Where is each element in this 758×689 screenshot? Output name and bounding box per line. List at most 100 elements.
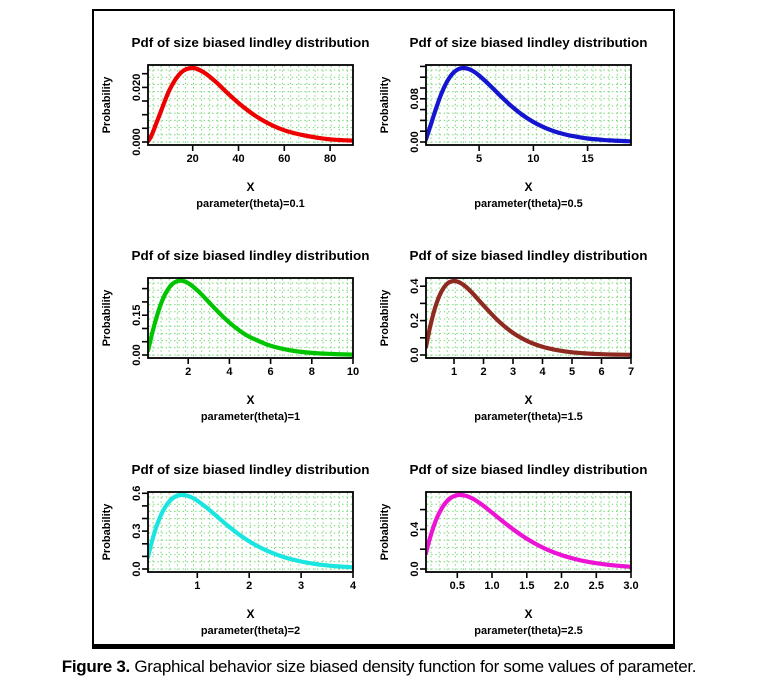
y-axis-ticks: 0.000 0.020 (131, 72, 148, 156)
svg-text:3.0: 3.0 (623, 580, 638, 592)
panel-border (425, 277, 632, 359)
x-axis-ticks: 1 2 3 4 5 6 7 (451, 359, 634, 378)
svg-text:0.4: 0.4 (409, 521, 421, 537)
subplot-svg: Pdf of size biased lindley distribution P… (101, 36, 370, 210)
density-curve (426, 65, 631, 144)
subplot-svg: Pdf of size biased lindley distribution P… (379, 463, 648, 637)
x-axis-ticks: 5 10 15 (476, 146, 594, 165)
panel-border (147, 491, 354, 573)
svg-text:0.0: 0.0 (409, 561, 421, 576)
x-axis-ticks: 0.5 1.0 1.5 2.0 2.5 3.0 (450, 573, 639, 592)
svg-text:0.0: 0.0 (131, 561, 143, 576)
subplot-svg: Pdf of size biased lindley distribution P… (379, 249, 648, 423)
y-axis-ticks: 0.0 0.2 0.4 (409, 278, 426, 363)
subplot-theta-2: Pdf of size biased lindley distribution P… (95, 452, 385, 652)
subplot-svg: Pdf of size biased lindley distribution P… (101, 463, 370, 637)
svg-text:0.0: 0.0 (409, 347, 421, 362)
y-axis-label: Probability (101, 289, 113, 347)
parameter-label: parameter(theta)=2.5 (474, 625, 583, 637)
svg-text:5: 5 (569, 366, 575, 378)
x-axis-ticks: 2 4 6 8 10 (185, 359, 359, 378)
plot-title: Pdf of size biased lindley distribution (410, 249, 648, 263)
plot-title: Pdf of size biased lindley distribution (410, 36, 648, 50)
plot-title: Pdf of size biased lindley distribution (132, 463, 370, 477)
y-axis-ticks: 0.0 0.3 0.6 (131, 486, 148, 577)
y-axis-label: Probability (101, 503, 113, 561)
parameter-label: parameter(theta)=2 (201, 625, 300, 637)
subplot-theta-1.5: Pdf of size biased lindley distribution P… (373, 238, 663, 438)
caption-text: Graphical behavior size biased density f… (134, 657, 697, 676)
svg-text:0.020: 0.020 (131, 74, 143, 102)
subplot-theta-0.1: Pdf of size biased lindley distribution P… (95, 25, 385, 225)
svg-text:0.6: 0.6 (131, 486, 143, 501)
svg-text:0.000: 0.000 (131, 128, 143, 156)
y-axis-ticks: 0.00 0.15 (131, 287, 148, 366)
svg-text:7: 7 (628, 366, 634, 378)
svg-text:2.5: 2.5 (589, 580, 604, 592)
y-axis-label: Probability (379, 289, 391, 347)
svg-text:3: 3 (510, 366, 516, 378)
svg-text:0.08: 0.08 (409, 88, 421, 109)
y-axis-label: Probability (379, 76, 391, 134)
svg-text:15: 15 (581, 153, 593, 165)
grid (427, 493, 630, 571)
figure-box: Pdf of size biased lindley distribution P… (92, 9, 675, 649)
subplot-theta-0.5: Pdf of size biased lindley distribution P… (373, 25, 663, 225)
svg-text:0.4: 0.4 (409, 278, 421, 294)
x-axis-label: X (524, 393, 532, 407)
svg-text:2: 2 (185, 366, 191, 378)
x-axis-label: X (246, 393, 254, 407)
svg-text:0.2: 0.2 (409, 313, 421, 328)
x-axis-ticks: 1 2 3 4 (194, 573, 357, 592)
panel-border (425, 64, 632, 146)
subplot-theta-1: Pdf of size biased lindley distribution P… (95, 238, 385, 438)
svg-text:4: 4 (539, 366, 546, 378)
parameter-label: parameter(theta)=1 (201, 411, 300, 423)
svg-text:0.00: 0.00 (131, 344, 143, 365)
y-axis-label: Probability (379, 503, 391, 561)
caption-label: Figure 3. (61, 657, 130, 676)
svg-text:1: 1 (451, 366, 457, 378)
x-axis-label: X (246, 607, 254, 621)
parameter-label: parameter(theta)=1.5 (474, 411, 583, 423)
svg-text:10: 10 (527, 153, 539, 165)
svg-text:0.5: 0.5 (450, 580, 465, 592)
density-curve (426, 492, 631, 569)
grid (149, 279, 352, 357)
plot-title: Pdf of size biased lindley distribution (132, 249, 370, 263)
panel-border (147, 277, 354, 359)
x-axis-ticks: 20 40 60 80 (187, 146, 336, 165)
svg-text:2.0: 2.0 (554, 580, 569, 592)
density-curve (426, 278, 631, 357)
svg-text:0.3: 0.3 (131, 523, 143, 538)
svg-text:5: 5 (476, 153, 482, 165)
y-axis-ticks: 0.0 0.4 (409, 508, 426, 577)
subplot-svg: Pdf of size biased lindley distribution P… (101, 249, 370, 423)
svg-text:4: 4 (350, 580, 357, 592)
figure-caption: Figure 3. Graphical behavior size biased… (0, 654, 758, 680)
svg-text:3: 3 (298, 580, 304, 592)
plot-title: Pdf of size biased lindley distribution (132, 36, 370, 50)
x-axis-label: X (524, 180, 532, 194)
svg-text:1.5: 1.5 (519, 580, 534, 592)
y-axis-label: Probability (101, 76, 113, 134)
svg-text:20: 20 (187, 153, 199, 165)
svg-text:2: 2 (480, 366, 486, 378)
svg-text:1: 1 (194, 580, 200, 592)
panel-border (425, 491, 632, 573)
svg-text:1.0: 1.0 (484, 580, 499, 592)
plot-title: Pdf of size biased lindley distribution (410, 463, 648, 477)
density-curve (148, 65, 353, 144)
x-axis-label: X (524, 607, 532, 621)
svg-text:0.00: 0.00 (409, 131, 421, 152)
svg-text:8: 8 (309, 366, 315, 378)
panel-border (147, 64, 354, 146)
grid (149, 493, 352, 571)
x-axis-label: X (246, 180, 254, 194)
parameter-label: parameter(theta)=0.5 (474, 198, 583, 210)
svg-text:60: 60 (278, 153, 290, 165)
svg-text:2: 2 (246, 580, 252, 592)
svg-text:4: 4 (226, 366, 233, 378)
density-curve (148, 492, 353, 570)
